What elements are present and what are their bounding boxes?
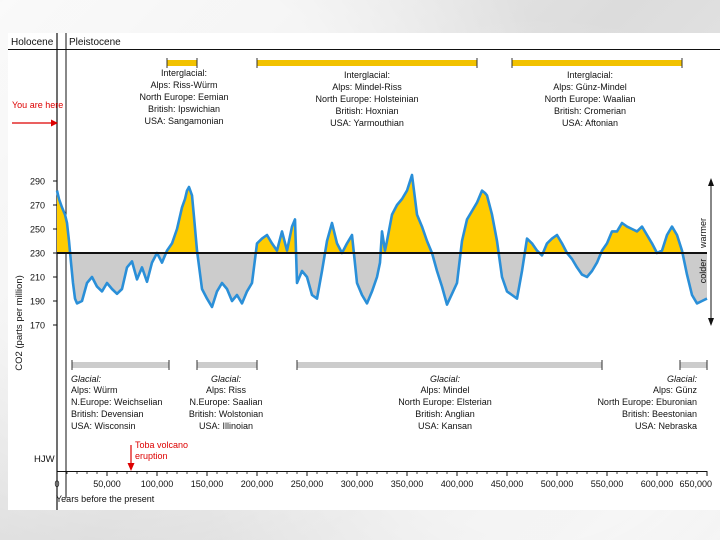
- y-tick-label-210: 210: [30, 273, 45, 283]
- x-tick-label-500000: 500,000: [541, 479, 574, 489]
- x-tick-label-300000: 300,000: [341, 479, 374, 489]
- co2-chart: Holocene Pleistocene 170 190 210 230 250 270 2…: [8, 33, 720, 510]
- interglacial-bar-3: [512, 60, 682, 66]
- interglacial-block-1: Interglacial: Alps: Riss-Würm North Euro…: [139, 68, 228, 126]
- interglacial-2-british: British: Hoxnian: [335, 106, 398, 116]
- interglacial-2-alps: Alps: Mindel-Riss: [332, 82, 402, 92]
- glacial-2-alps: Alps: Riss: [206, 385, 247, 395]
- x-tick-label-50000: 50,000: [93, 479, 121, 489]
- glacial-1-alps: Alps: Würm: [71, 385, 118, 395]
- interglacial-block-3: Interglacial: Alps: Günz-Mindel North Eu…: [545, 70, 636, 128]
- glacial-block-3: Glacial: Alps: Mindel North Europe: Elst…: [398, 374, 492, 431]
- glacial-1-north-europe: N.Europe: Weichselian: [71, 397, 162, 407]
- chart-svg: Holocene Pleistocene 170 190 210 230 250 270 2…: [8, 33, 720, 510]
- glacial-bar-3: [297, 362, 602, 368]
- y-tick-label-290: 290: [30, 177, 45, 187]
- glacial-2-title: Glacial:: [211, 374, 242, 384]
- glacial-block-4: Glacial: Alps: Günz North Europe: Eburon…: [597, 374, 697, 431]
- interglacial-3-title: Interglacial:: [567, 70, 613, 80]
- glacial-2-british: British: Wolstonian: [189, 409, 263, 419]
- interglacial-1-alps: Alps: Riss-Würm: [151, 80, 218, 90]
- x-tick-label-100000: 100,000: [141, 479, 174, 489]
- y-tick-label-250: 250: [30, 225, 45, 235]
- x-tick-label-0: 0: [54, 479, 59, 489]
- interglacial-1-usa: USA: Sangamonian: [144, 116, 223, 126]
- glacial-3-title: Glacial:: [430, 374, 461, 384]
- x-tick-label-400000: 400,000: [441, 479, 474, 489]
- y-tick-label-170: 170: [30, 321, 45, 331]
- glacial-1-british: British: Devensian: [71, 409, 144, 419]
- interglacial-1-british: British: Ipswichian: [148, 104, 220, 114]
- warmer-label: warmer: [698, 218, 708, 249]
- y-tick-label-270: 270: [30, 201, 45, 211]
- glacial-block-2: Glacial: Alps: Riss N.Europe: Saalian Br…: [189, 374, 263, 431]
- toba-marker: Toba volcano eruption: [127, 440, 188, 471]
- glacial-4-north-europe: North Europe: Eburonian: [597, 397, 697, 407]
- cold-area-fill: [57, 253, 707, 307]
- y-axis-ticks: 170 190 210 230 250 270 290: [30, 177, 57, 331]
- glacial-4-usa: USA: Nebraska: [635, 421, 697, 431]
- warmer-arrow-icon: [708, 178, 714, 186]
- glacial-block-1: Glacial: Alps: Würm N.Europe: Weichselia…: [71, 374, 162, 431]
- you-are-here-marker: You are here: [12, 100, 63, 127]
- toba-label: Toba volcano eruption: [135, 440, 188, 461]
- glacial-3-alps: Alps: Mindel: [420, 385, 469, 395]
- interglacial-bar-2: [257, 60, 477, 66]
- glacial-bar-4: [680, 362, 707, 368]
- y-tick-label-230: 230: [30, 249, 45, 259]
- colder-arrow-icon: [708, 318, 714, 326]
- x-tick-label-150000: 150,000: [191, 479, 224, 489]
- credit-label: HJW: [34, 454, 55, 465]
- interglacial-3-british: British: Cromerian: [554, 106, 626, 116]
- x-tick-label-200000: 200,000: [241, 479, 274, 489]
- you-are-here-label: You are here: [12, 100, 63, 110]
- glacial-3-british: British: Anglian: [415, 409, 475, 419]
- y-axis-label: CO2 (parts per million): [14, 275, 25, 371]
- holocene-label: Holocene: [11, 37, 54, 48]
- x-tick-label-450000: 450,000: [491, 479, 524, 489]
- interglacial-block-2: Interglacial: Alps: Mindel-Riss North Eu…: [315, 70, 418, 128]
- interglacial-3-north-europe: North Europe: Waalian: [545, 94, 636, 104]
- glacial-3-north-europe: North Europe: Elsterian: [398, 397, 492, 407]
- you-are-here-arrowhead-icon: [51, 119, 58, 127]
- pleistocene-label: Pleistocene: [69, 37, 121, 48]
- interglacial-3-alps: Alps: Günz-Mindel: [553, 82, 627, 92]
- glacial-3-usa: USA: Kansan: [418, 421, 472, 431]
- co2-series-line: [55, 173, 708, 309]
- interglacial-1-north-europe: North Europe: Eemian: [139, 92, 228, 102]
- glacial-1-title: Glacial:: [71, 374, 102, 384]
- toba-arrowhead-icon: [127, 463, 135, 471]
- glacial-4-alps: Alps: Günz: [653, 385, 698, 395]
- x-tick-label-250000: 250,000: [291, 479, 324, 489]
- interglacial-3-usa: USA: Aftonian: [562, 118, 618, 128]
- interglacial-2-north-europe: North Europe: Holsteinian: [315, 94, 418, 104]
- period-bars: [71, 58, 708, 370]
- interglacial-bar-1: [167, 60, 197, 66]
- glacial-bar-1: [72, 362, 169, 368]
- interglacial-2-usa: USA: Yarmouthian: [330, 118, 404, 128]
- x-tick-label-600000: 600,000: [641, 479, 674, 489]
- glacial-2-usa: USA: Illinoian: [199, 421, 253, 431]
- x-axis-title: Years before the present: [56, 494, 155, 504]
- y-tick-label-190: 190: [30, 297, 45, 307]
- glacial-1-usa: USA: Wisconsin: [71, 421, 136, 431]
- glacial-bar-2: [197, 362, 257, 368]
- x-tick-label-550000: 550,000: [591, 479, 624, 489]
- x-axis-ticks: 0 50,000 100,000 150,000 200,000 250,000 300,0…: [54, 471, 712, 489]
- warmer-colder-indicator: warmer colder: [698, 178, 714, 326]
- interglacial-1-title: Interglacial:: [161, 68, 207, 78]
- glacial-4-british: British: Beestonian: [622, 409, 697, 419]
- interglacial-2-title: Interglacial:: [344, 70, 390, 80]
- x-tick-label-650000: 650,000: [679, 479, 712, 489]
- colder-label: colder: [698, 259, 708, 284]
- glacial-4-title: Glacial:: [667, 374, 698, 384]
- x-tick-label-350000: 350,000: [391, 479, 424, 489]
- glacial-2-north-europe: N.Europe: Saalian: [189, 397, 262, 407]
